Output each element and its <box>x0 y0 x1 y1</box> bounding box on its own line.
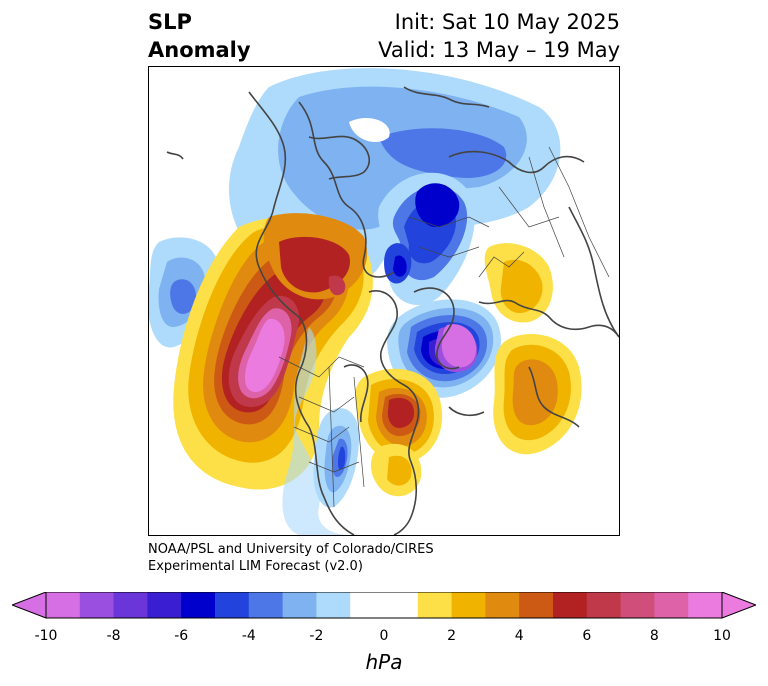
colorbar-tick-label: 10 <box>713 628 731 644</box>
colorbar-cell <box>79 592 115 618</box>
colorbar-cell <box>620 592 655 618</box>
colorbar-cell <box>384 592 419 618</box>
init-date: Init: Sat 10 May 2025 <box>394 10 620 34</box>
colorbar <box>12 592 756 619</box>
colorbar-cell <box>282 592 317 618</box>
colorbar-tick-label: 6 <box>582 628 592 644</box>
colorbar-tick-label: -6 <box>174 628 189 644</box>
colorbar-tick-label: -10 <box>34 628 58 644</box>
colorbar-over-arrow <box>721 592 756 619</box>
credit-line-1: NOAA/PSL and University of Colorado/CIRE… <box>148 542 434 557</box>
colorbar-tick-label: -4 <box>241 628 256 644</box>
colorbar-cell <box>451 592 486 618</box>
map-title: SLP Anomaly <box>148 8 251 64</box>
colorbar-cell <box>181 592 216 618</box>
anomaly-contours <box>149 68 582 535</box>
colorbar-cell <box>46 592 81 618</box>
colorbar-unit-label: hPa <box>365 650 403 674</box>
colorbar-cell <box>113 592 148 618</box>
colorbar-tick-label: 8 <box>649 628 659 644</box>
colorbar-cell <box>316 592 351 618</box>
colorbar-cell <box>215 592 250 618</box>
colorbar-cell <box>688 592 723 618</box>
credit-text: NOAA/PSL and University of Colorado/CIRE… <box>148 541 434 575</box>
coastlines <box>166 86 619 535</box>
forecast-dates: Init: Sat 10 May 2025 Valid: 13 May – 19… <box>378 8 620 64</box>
colorbar-tick-label: -8 <box>106 628 121 644</box>
map-canvas <box>149 68 619 535</box>
colorbar-cell <box>586 592 622 618</box>
colorbar-cells <box>46 592 723 618</box>
colorbar-cell <box>147 592 182 618</box>
colorbar-tick-label: 2 <box>447 628 457 644</box>
colorbar-tick-label: -2 <box>309 628 324 644</box>
colorbar-cell <box>485 592 520 618</box>
colorbar-under-arrow <box>12 592 47 619</box>
title-line-2: Anomaly <box>148 38 251 62</box>
colorbar-cell <box>417 592 453 618</box>
colorbar-cell <box>654 592 689 618</box>
colorbar-cell <box>553 592 588 618</box>
colorbar-tick-label: 4 <box>514 628 524 644</box>
colorbar-cell <box>519 592 554 618</box>
valid-dates: Valid: 13 May – 19 May <box>378 38 620 62</box>
colorbar-outline <box>45 592 723 619</box>
colorbar-cell <box>350 592 385 618</box>
country-borders <box>278 146 610 508</box>
colorbar-cell <box>248 592 284 618</box>
anomaly-map <box>148 66 620 536</box>
colorbar-tick-label: 0 <box>379 628 389 644</box>
title-line-1: SLP <box>148 10 192 34</box>
credit-line-2: Experimental LIM Forecast (v2.0) <box>148 559 363 574</box>
